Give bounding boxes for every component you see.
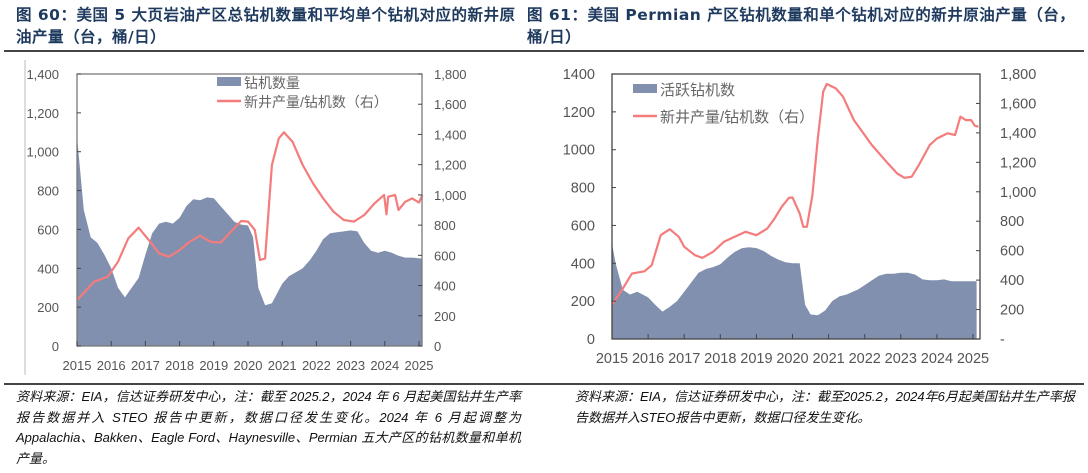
x-tick-label: 2025 (405, 358, 434, 373)
y-right-tick-label: 1,600 (434, 97, 467, 112)
x-tick-label: 2019 (199, 358, 228, 373)
y-left-tick-label: 1,200 (26, 106, 59, 121)
y-left-tick-label: 600 (571, 218, 595, 234)
legend-label: 活跃钻机数 (660, 82, 735, 99)
y-right-tick-label: 200 (434, 309, 456, 324)
y-left-tick-label: 0 (587, 332, 595, 348)
y-left-tick-label: 800 (571, 181, 595, 197)
y-left-tick-label: 800 (37, 184, 59, 199)
x-tick-label: 2019 (740, 351, 772, 367)
line-series-output-per-rig (76, 131, 424, 301)
legend-swatch-area (633, 84, 657, 93)
legend-label: 新井产量/钻机数（右） (244, 94, 388, 110)
x-tick-label: 2022 (849, 351, 881, 367)
y-right-tick-label: 1,400 (1000, 126, 1036, 142)
y-right-tick-label: 1,800 (434, 67, 467, 82)
area-series-rig-count (77, 136, 423, 346)
x-tick-label: 2025 (957, 351, 989, 367)
y-right-tick-label: 400 (1000, 273, 1024, 289)
x-tick-label: 2020 (234, 358, 263, 373)
y-right-tick-label: 600 (434, 248, 456, 263)
figure-61-title: 图 61：美国 Permian 产区钻机数量和单个钻机对应的新井原油产量（台，桶… (527, 6, 1076, 46)
y-right-tick-label: 0 (434, 339, 441, 354)
plot-frame (611, 73, 981, 340)
x-tick-label: 2016 (97, 358, 126, 373)
y-right-tick-label: 400 (434, 279, 456, 294)
x-tick-label: 2021 (812, 351, 844, 367)
y-right-tick-label: 1,000 (434, 188, 467, 203)
y-left-tick-label: 400 (571, 256, 595, 272)
title-divider (4, 50, 1084, 52)
x-tick-label: 2023 (336, 358, 365, 373)
y-right-tick-label: - (1000, 332, 1005, 348)
x-tick-label: 2018 (165, 358, 194, 373)
y-left-tick-label: 200 (37, 300, 59, 315)
x-tick-label: 2015 (63, 358, 92, 373)
x-tick-label: 2015 (596, 351, 628, 367)
y-right-tick-label: 1,000 (1000, 185, 1036, 201)
y-left-tick-label: 1,400 (26, 67, 59, 82)
x-tick-label: 2022 (302, 358, 331, 373)
legend-label: 钻机数量 (244, 75, 300, 91)
y-left-tick-label: 1000 (563, 143, 595, 159)
y-right-tick-label: 800 (1000, 214, 1024, 230)
y-left-tick-label: 600 (37, 222, 59, 237)
legend-swatch-area (217, 77, 241, 86)
y-right-tick-label: 1,200 (1000, 155, 1036, 171)
y-left-tick-label: 400 (37, 261, 59, 276)
x-tick-label: 2020 (776, 351, 808, 367)
y-left-tick-label: 200 (571, 294, 595, 310)
y-right-tick-label: 800 (434, 218, 456, 233)
y-left-tick-label: 0 (52, 339, 59, 354)
y-right-tick-label: 1,400 (434, 127, 467, 142)
x-tick-label: 2021 (268, 358, 297, 373)
legend-label: 新井产量/钻机数（右） (660, 109, 814, 126)
x-tick-label: 2018 (704, 351, 736, 367)
y-left-tick-label: 1400 (563, 67, 595, 83)
y-left-tick-label: 1,000 (26, 145, 59, 160)
y-right-tick-label: 1,200 (434, 158, 467, 173)
figure-60-note: 资料来源：EIA，信达证券研发中心，注：截至 2025.2，2024 年 6 月… (16, 389, 521, 466)
x-tick-label: 2024 (370, 358, 399, 373)
y-right-tick-label: 1,600 (1000, 96, 1036, 112)
figure-60-title: 图 60：美国 5 大页岩油产区总钻机数量和平均单个钻机对应的新井原油产量（台，… (16, 6, 516, 46)
y-left-tick-label: 1200 (563, 105, 595, 121)
figure-61-note: 资料来源：EIA，信达证券研发中心，注：截至2025.2，2024年6月起美国钻… (575, 389, 1075, 425)
y-right-tick-label: 600 (1000, 244, 1024, 260)
note-divider (4, 383, 1084, 385)
x-tick-label: 2017 (668, 351, 700, 367)
x-tick-label: 2016 (632, 351, 664, 367)
y-right-tick-label: 200 (1000, 303, 1024, 319)
x-tick-label: 2017 (131, 358, 160, 373)
x-tick-label: 2023 (885, 351, 917, 367)
plot-frame (76, 73, 423, 347)
line-series-output-per-rig (611, 82, 979, 306)
x-tick-label: 2024 (921, 351, 953, 367)
area-series-rig-count (612, 243, 977, 339)
y-right-tick-label: 1,800 (1000, 67, 1036, 83)
